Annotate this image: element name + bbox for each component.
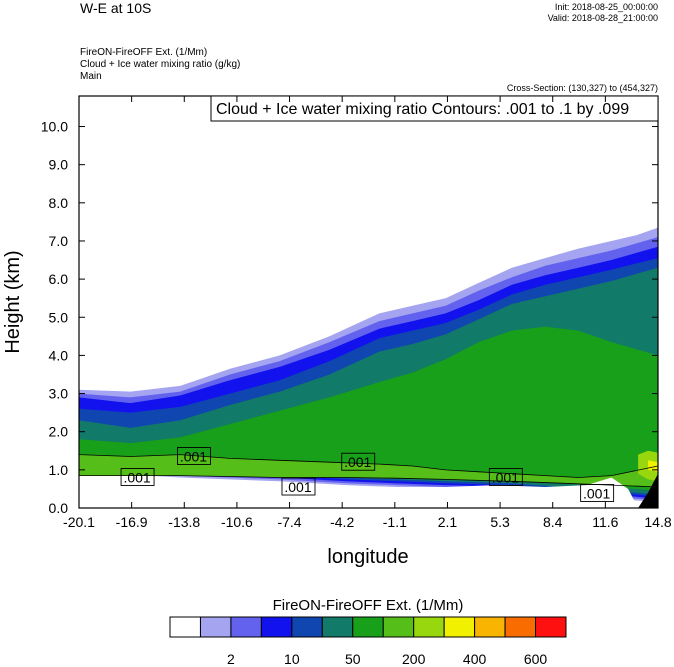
colorbar-label: 50: [345, 651, 361, 667]
x-axis-label: longitude: [327, 546, 408, 568]
shaded-layer-9: [648, 460, 658, 472]
y-tick-label: 7.0: [49, 233, 69, 249]
contour-label: .001: [284, 479, 311, 495]
colorbar-box: [169, 616, 201, 638]
contour-label: .001: [583, 486, 610, 502]
colorbar-label: 10: [284, 651, 300, 667]
x-tick-label: 2.1: [438, 514, 458, 530]
contour-label: .001: [123, 469, 150, 485]
field-line-1: FireON-FireOFF Ext. (1/Mm): [80, 47, 208, 58]
x-tick-label: 5.3: [490, 514, 510, 530]
shaded-layers: [79, 227, 658, 508]
colorbar-box: [291, 616, 323, 638]
plot-title: W-E at 10S: [80, 0, 152, 16]
contour-line-upper: [78, 454, 659, 478]
cross-section-label: Cross-Section: (130,327) to (454,327): [506, 83, 658, 93]
contour-label-box: [177, 447, 211, 465]
colorbar-box: [413, 616, 445, 638]
y-tick-label: 1.0: [49, 462, 69, 478]
y-tick-label: 9.0: [49, 157, 69, 173]
colorbar-box: [474, 616, 506, 638]
colorbar-label: 2: [227, 651, 235, 667]
colorbar-box: [504, 616, 537, 638]
contour-label-box: [341, 452, 376, 471]
valid-time: Valid: 2018-08-28_21:00:00: [547, 13, 658, 23]
init-time: Init: 2018-08-25_00:00:00: [554, 2, 658, 12]
shaded-layer-6: [79, 326, 658, 491]
colorbar-box: [443, 616, 476, 638]
y-tick-label: 2.0: [49, 424, 69, 440]
x-tick-label: -16.9: [116, 514, 148, 530]
x-tick-label: -13.8: [168, 514, 200, 530]
field-line-2: Cloud + Ice water mixing ratio (g/kg): [80, 59, 241, 70]
y-tick-label: 0.0: [49, 500, 69, 516]
x-tick-label: 8.4: [543, 514, 563, 530]
colorbar-label: 400: [463, 651, 487, 667]
shaded-layer-7: [79, 454, 658, 487]
clear-zone-1: [395, 477, 639, 508]
colorbar-box: [260, 616, 293, 638]
y-axis-label: Height (km): [2, 250, 24, 353]
y-tick-label: 6.0: [49, 271, 69, 287]
y-tick-label: 5.0: [49, 309, 69, 325]
y-tick-label: 10.0: [41, 119, 68, 135]
colorbar-box: [352, 616, 384, 638]
axes: -20.1 -16.9 -13.8 -10.6 -7.4 -4.2 -1.1 2.1 5.3 8.…: [41, 96, 672, 530]
x-tick-label: -4.2: [330, 514, 354, 530]
x-tick-label: 14.8: [644, 514, 671, 530]
contour-label: .001: [492, 469, 519, 485]
contour-legend-box: Cloud + Ice water mixing ratio Contours:…: [210, 95, 659, 122]
contour-label-box: [580, 484, 615, 502]
colorbar-box: [535, 616, 567, 638]
contour-legend-text: Cloud + Ice water mixing ratio Contours:…: [216, 101, 629, 118]
colorbar-title: FireON-FireOFF Ext. (1/Mm): [273, 597, 464, 614]
x-tick-label: -1.1: [383, 514, 407, 530]
colorbar-label: 600: [524, 651, 548, 667]
colorbar-box: [230, 616, 262, 638]
contour-label-box: [281, 477, 316, 496]
x-tick-label: -7.4: [277, 514, 301, 530]
colorbar-box: [199, 616, 232, 638]
clear-zone-2: [638, 473, 658, 508]
contour-label: .001: [344, 454, 371, 470]
y-tick-label: 8.0: [49, 195, 69, 211]
y-tick-label: 4.0: [49, 347, 69, 363]
contour-legend-frame: [210, 95, 659, 122]
colorbar-box: [382, 616, 415, 638]
colorbar-label: 200: [402, 651, 426, 667]
field-line-3: Main: [80, 71, 102, 82]
contour-label: .001: [180, 449, 207, 465]
contour-labels: .001 .001 .001 .001 .001 .001: [78, 447, 659, 502]
contour-label-box: [120, 468, 155, 486]
colorbar-box: [321, 616, 354, 638]
y-tick-label: 3.0: [49, 386, 69, 402]
x-tick-label: -20.1: [63, 514, 95, 530]
colorbar: 2 10 50 200 400 600: [169, 616, 567, 667]
contour-label-box: [488, 468, 523, 486]
x-tick-label: -10.6: [221, 514, 253, 530]
x-tick-label: 11.6: [592, 514, 618, 530]
